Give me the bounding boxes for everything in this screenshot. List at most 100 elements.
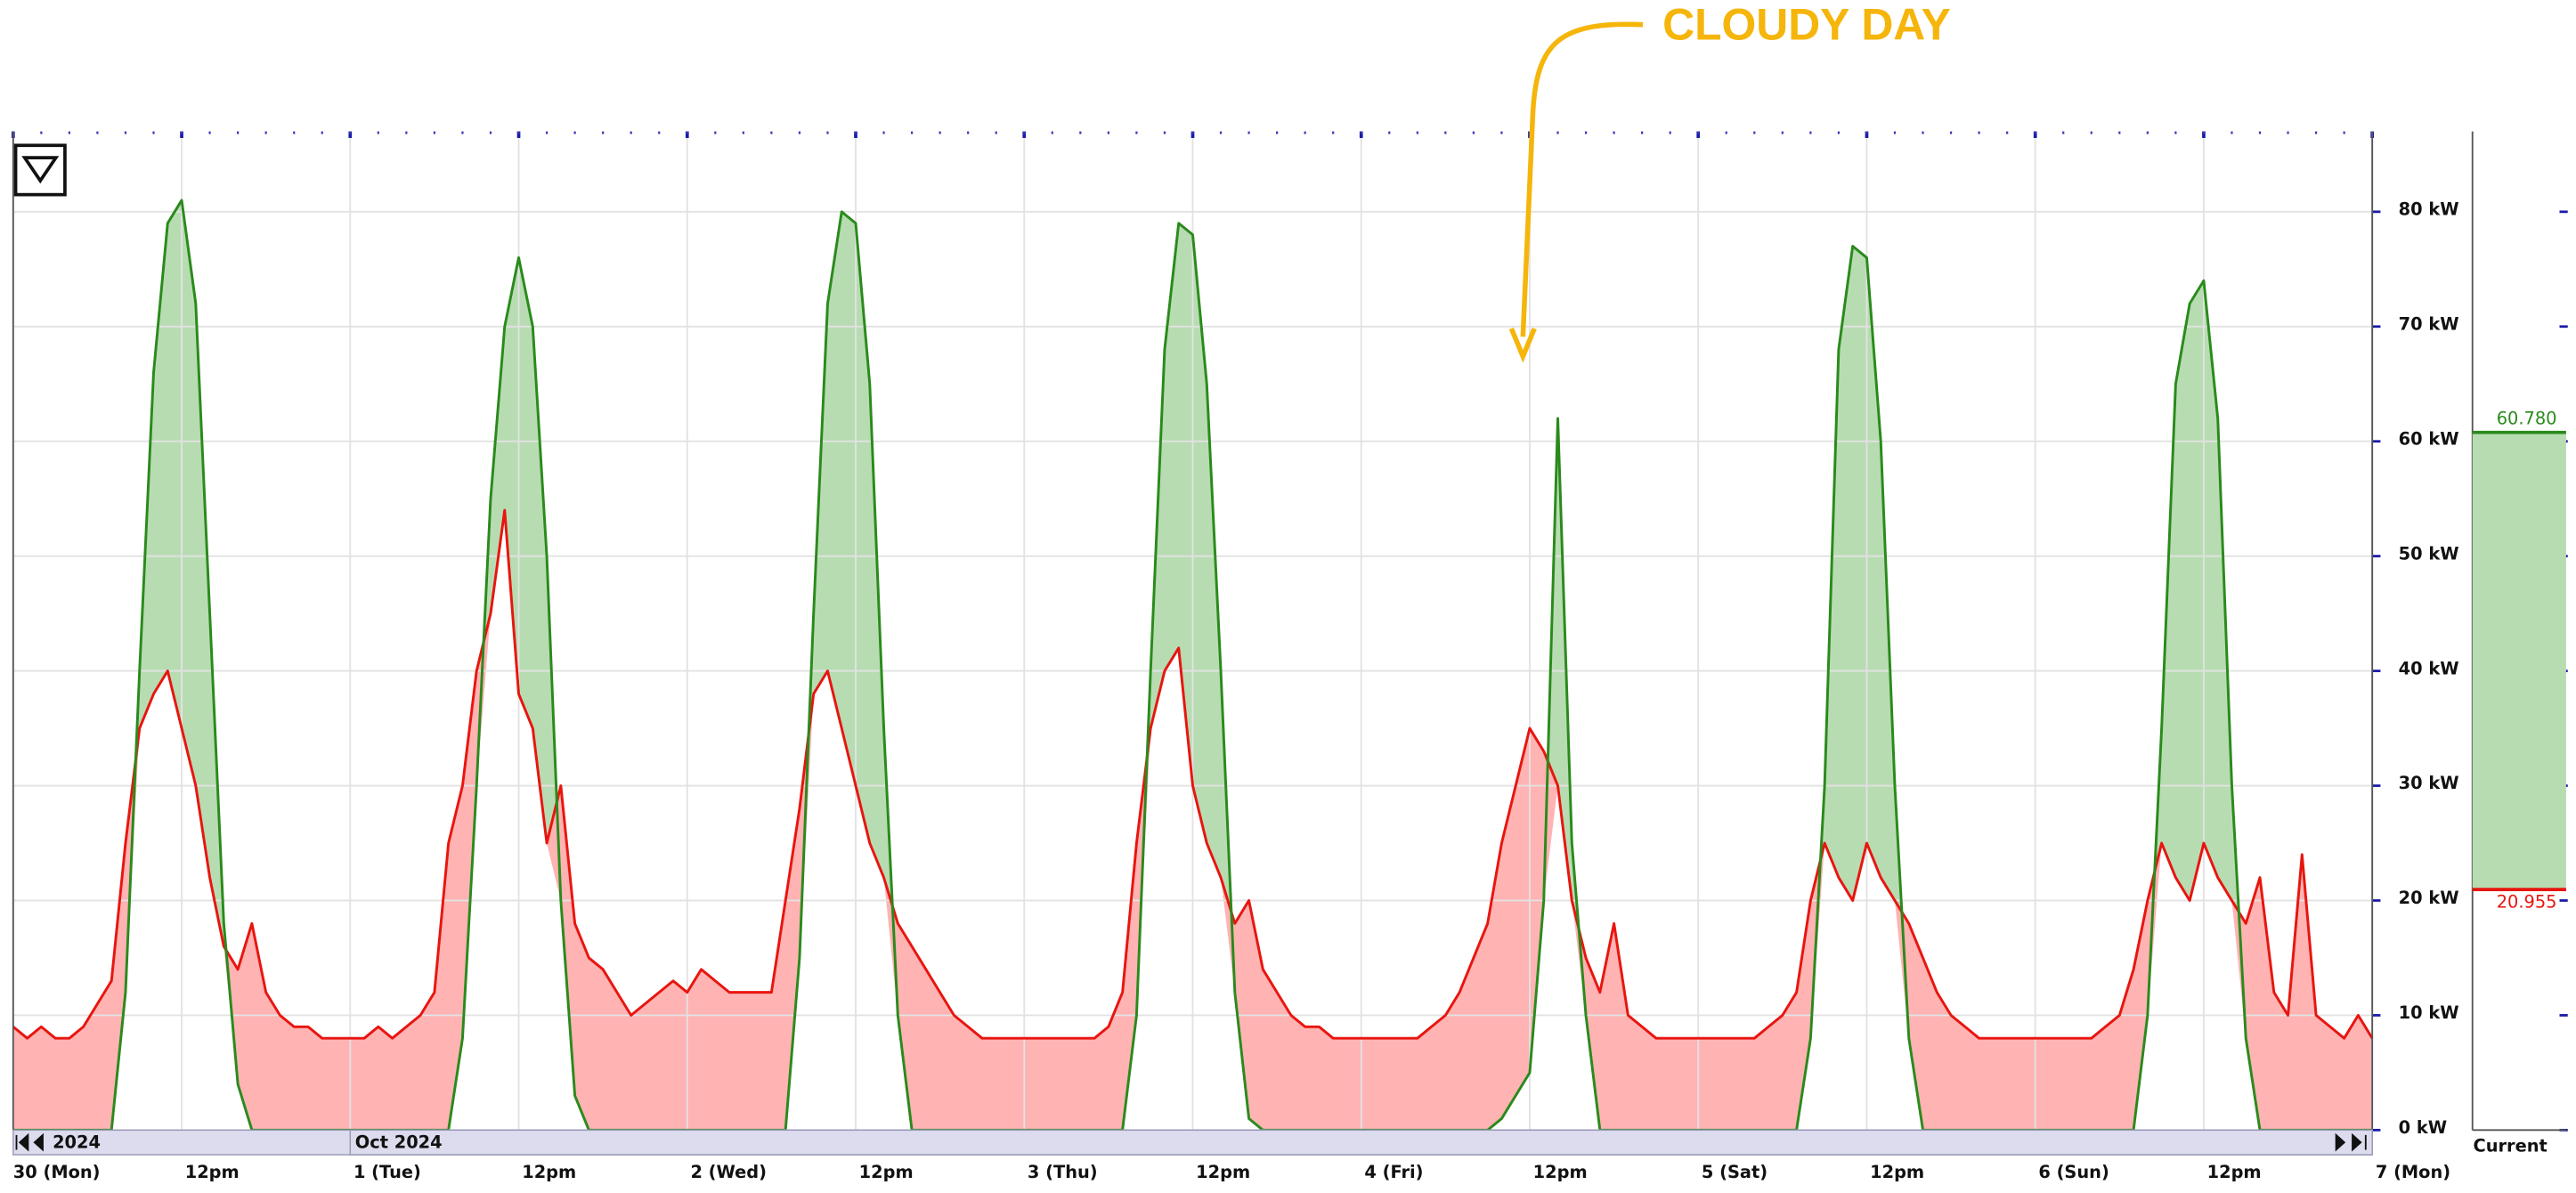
minor-tick [433, 131, 436, 134]
y-tick-label: 50 kW [2399, 543, 2459, 564]
minor-tick [377, 131, 379, 134]
minor-tick [742, 131, 744, 134]
x-tick-label: 2 (Wed) [690, 1162, 767, 1182]
minor-tick [2034, 131, 2036, 134]
minor-tick [1697, 131, 1700, 134]
minor-tick [349, 131, 352, 134]
minor-tick [1978, 131, 1980, 134]
minor-tick [321, 131, 323, 134]
minor-tick [573, 131, 576, 134]
scroll-button[interactable] [15, 1132, 29, 1152]
minor-tick [686, 131, 688, 134]
x-tick-label: 12pm [1196, 1162, 1250, 1182]
y-tick-label: 80 kW [2399, 199, 2459, 220]
minor-tick [2258, 131, 2262, 134]
minor-tick [1163, 131, 1166, 134]
scrollbar-label: Oct 2024 [355, 1132, 443, 1153]
minor-tick [1191, 131, 1194, 134]
y-tick-label: 30 kW [2399, 773, 2459, 793]
x-tick-label: 3 (Thu) [1028, 1162, 1098, 1182]
minor-tick [180, 131, 183, 134]
x-tick-label: 6 (Sun) [2038, 1162, 2109, 1182]
minor-tick [1641, 131, 1644, 134]
minor-tick [910, 131, 914, 134]
minor-tick [293, 131, 296, 134]
minor-tick [1360, 131, 1362, 134]
minor-tick [2174, 131, 2177, 134]
minor-tick [1584, 131, 1588, 134]
minor-tick [2118, 131, 2121, 134]
minor-tick [630, 131, 632, 134]
x-tick-label: 4 (Fri) [1364, 1162, 1423, 1182]
scrollbar-label: 2024 [53, 1132, 101, 1153]
minor-tick [68, 131, 70, 134]
minor-tick [1837, 131, 1841, 134]
minor-tick [96, 131, 99, 134]
minor-tick [1107, 131, 1109, 134]
minor-tick [2314, 131, 2318, 134]
minor-tick [770, 131, 773, 134]
y-tick-label: 20 kW [2399, 888, 2459, 908]
minor-tick [2231, 131, 2233, 134]
minor-tick [2202, 131, 2206, 134]
minor-tick [882, 131, 885, 134]
x-tick-label: 12pm [2207, 1162, 2262, 1182]
minor-tick [1893, 131, 1897, 134]
minor-tick [1332, 131, 1335, 134]
minor-tick [1781, 131, 1784, 134]
minor-tick [1753, 131, 1756, 134]
scrollbar-month [349, 1129, 2373, 1156]
menu-button[interactable] [13, 143, 67, 197]
scroll-button[interactable] [2352, 1132, 2367, 1152]
minor-tick [1388, 131, 1391, 134]
minor-tick [1051, 131, 1053, 134]
minor-tick [1809, 131, 1812, 134]
scroll-button[interactable] [2335, 1132, 2346, 1152]
minor-tick [1416, 131, 1418, 134]
current-bar [2472, 432, 2566, 890]
y-tick-label: 70 kW [2399, 313, 2459, 334]
annotation-arrowhead [1508, 327, 1537, 363]
minor-tick [854, 131, 857, 134]
minor-tick [2343, 131, 2345, 134]
x-tick-label: 1 (Tue) [353, 1162, 421, 1182]
x-tick-label: 12pm [522, 1162, 576, 1182]
minor-tick [2006, 131, 2009, 134]
minor-tick [461, 131, 464, 134]
x-tick-label: 30 (Mon) [13, 1162, 101, 1182]
current-generation-label: 60.780 [2497, 408, 2557, 428]
minor-tick [517, 131, 520, 134]
minor-tick [826, 131, 829, 134]
minor-tick [208, 131, 211, 134]
minor-tick [1949, 131, 1953, 134]
minor-tick [714, 131, 717, 134]
y-tick-label: 40 kW [2399, 658, 2459, 678]
y-tick-label: 60 kW [2399, 428, 2459, 449]
minor-tick [1556, 131, 1559, 134]
minor-tick [798, 131, 801, 134]
minor-tick [1613, 131, 1615, 134]
minor-tick [1247, 131, 1250, 134]
x-tick-label: 12pm [1533, 1162, 1588, 1182]
minor-tick [2090, 131, 2092, 134]
x-tick-label: 7 (Mon) [2376, 1162, 2450, 1182]
minor-tick [124, 131, 127, 134]
minor-tick [1865, 131, 1868, 134]
x-tick-label: 12pm [1870, 1162, 1924, 1182]
minor-tick [967, 131, 970, 134]
minor-tick [1725, 131, 1727, 134]
minor-tick [995, 131, 997, 134]
annotation: CLOUDY DAY [1662, 0, 1951, 50]
minor-tick [489, 131, 492, 134]
x-tick-label: 12pm [859, 1162, 914, 1182]
series-line [12, 508, 2374, 1040]
scroll-button[interactable] [33, 1132, 44, 1152]
minor-tick [545, 131, 549, 134]
minor-tick [1500, 131, 1503, 134]
y-tick-label: 0 kW [2399, 1117, 2447, 1138]
minor-tick [1922, 131, 1924, 134]
minor-tick [1304, 131, 1306, 134]
x-tick-label: 5 (Sat) [1702, 1162, 1767, 1182]
current-consumption-label: 20.955 [2497, 891, 2557, 912]
